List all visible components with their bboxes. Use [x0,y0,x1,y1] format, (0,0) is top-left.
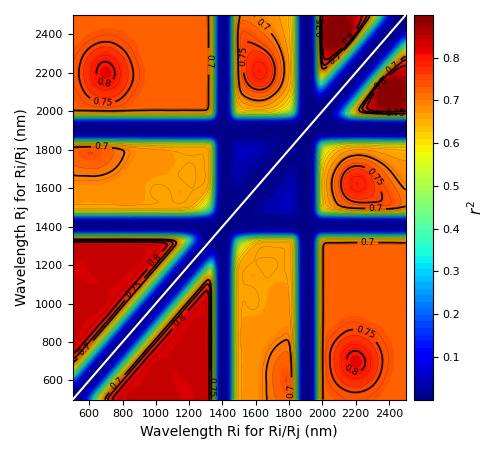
Text: 0.75: 0.75 [92,97,113,108]
Text: 0.75: 0.75 [238,46,248,66]
Text: 0.8: 0.8 [146,252,164,268]
Text: 0.75: 0.75 [206,377,215,397]
Text: 0.7: 0.7 [286,383,296,398]
Text: 0.7: 0.7 [384,60,401,76]
Text: 0.75: 0.75 [386,108,406,118]
Y-axis label: $r^2$: $r^2$ [466,200,484,215]
Text: 0.8: 0.8 [172,312,188,328]
Text: 0.7: 0.7 [368,204,383,213]
Text: 0.8: 0.8 [342,363,359,378]
Text: 0.75: 0.75 [124,279,145,299]
Y-axis label: Wavelength Rj for Ri/Rj (nm): Wavelength Rj for Ri/Rj (nm) [15,109,29,306]
Text: 0.7: 0.7 [254,17,272,33]
Text: 0.7: 0.7 [204,54,213,69]
Text: 0.7: 0.7 [77,341,94,358]
Text: 0.75: 0.75 [316,16,326,37]
Text: 0.8: 0.8 [96,77,112,89]
Text: 0.7: 0.7 [94,142,109,152]
Text: 0.7: 0.7 [360,238,375,247]
Text: 0.7: 0.7 [327,51,344,66]
Text: 0.75: 0.75 [365,167,385,188]
Text: 0.8: 0.8 [342,30,358,47]
Text: 0.75: 0.75 [354,325,376,341]
X-axis label: Wavelength Ri for Ri/Rj (nm): Wavelength Ri for Ri/Rj (nm) [140,425,338,439]
Text: 0.8: 0.8 [373,75,390,91]
Text: 0.7: 0.7 [108,375,126,392]
